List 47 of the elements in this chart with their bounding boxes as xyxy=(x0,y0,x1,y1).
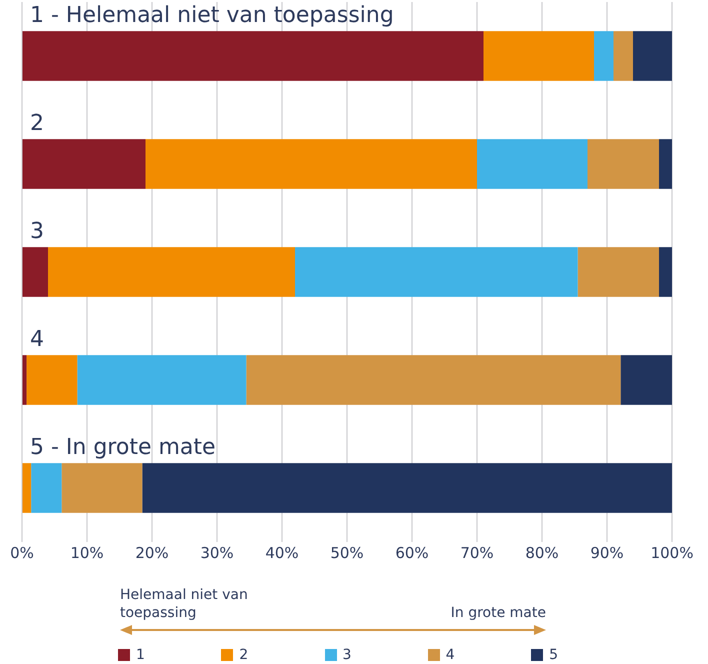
bar xyxy=(633,31,672,81)
legend-label: 1 xyxy=(136,647,145,663)
bar xyxy=(142,463,672,513)
y-tick-label: 4 xyxy=(30,326,44,352)
x-tick-label: 100% xyxy=(650,544,694,562)
text: In grote mate xyxy=(450,604,546,622)
legend-label: 4 xyxy=(446,647,455,663)
bar xyxy=(22,355,27,405)
legend-label: 3 xyxy=(342,647,352,663)
x-tick-label: 30% xyxy=(200,544,234,562)
x-tick-label: 50% xyxy=(330,544,364,562)
bar xyxy=(588,139,659,189)
x-tick-label: 0% xyxy=(10,544,34,562)
legend-label: 2 xyxy=(239,647,248,663)
x-tick-label: 60% xyxy=(395,544,429,562)
bar xyxy=(62,463,142,513)
bar xyxy=(22,139,146,189)
bar xyxy=(594,31,614,81)
x-tick-label: 90% xyxy=(590,544,624,562)
x-tick-label: 70% xyxy=(460,544,494,562)
bar xyxy=(659,139,672,189)
text: Helemaal niet van toepassing xyxy=(120,586,249,622)
y-tick-label: 3 xyxy=(30,218,44,244)
x-tick-label: 40% xyxy=(265,544,299,562)
bar xyxy=(146,139,477,189)
y-tick-label: 1 - Helemaal niet van toepassing xyxy=(30,2,394,28)
bar xyxy=(659,247,672,297)
x-tick-label: 20% xyxy=(135,544,169,562)
bar xyxy=(620,355,672,405)
x-tick-label: 10% xyxy=(70,544,104,562)
bar xyxy=(614,31,633,81)
bar xyxy=(578,247,659,297)
bar xyxy=(26,355,78,405)
bar xyxy=(31,463,62,513)
bar xyxy=(477,139,588,189)
legend-label: 5 xyxy=(549,647,558,663)
bar xyxy=(22,463,32,513)
x-tick-label: 80% xyxy=(525,544,559,562)
bar xyxy=(246,355,621,405)
bar xyxy=(77,355,246,405)
bar xyxy=(22,31,484,81)
y-tick-label: 2 xyxy=(30,110,44,136)
bar xyxy=(295,247,578,297)
bar xyxy=(22,247,48,297)
bar xyxy=(484,31,594,81)
bar xyxy=(48,247,295,297)
y-tick-label: 5 - In grote mate xyxy=(30,434,216,460)
